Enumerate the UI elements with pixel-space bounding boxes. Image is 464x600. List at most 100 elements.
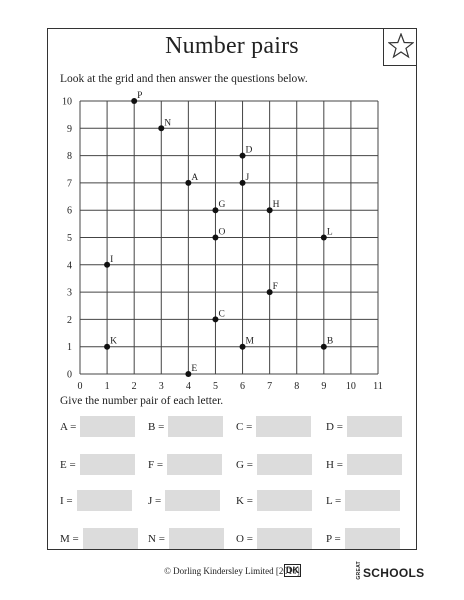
answer-box[interactable] [80, 416, 136, 437]
answer-item: H = [326, 454, 402, 475]
y-tick-label: 2 [67, 315, 72, 326]
answer-label: B = [148, 420, 165, 433]
data-point [185, 179, 192, 186]
answer-box[interactable] [256, 528, 312, 549]
answer-item: N = [148, 528, 224, 549]
answer-item: P = [326, 528, 400, 549]
data-point [104, 343, 111, 350]
point-label: I [110, 255, 113, 265]
x-tick-label: 10 [346, 381, 356, 392]
point-label: E [191, 364, 197, 374]
point-label: A [191, 173, 198, 183]
y-tick-label: 10 [62, 97, 72, 108]
data-point [131, 98, 138, 104]
answer-label: L = [326, 494, 342, 507]
x-tick-label: 0 [78, 381, 83, 392]
answer-label: I = [60, 494, 73, 507]
answer-label: G = [236, 458, 253, 471]
answer-item: B = [148, 416, 224, 437]
x-tick-label: 8 [294, 381, 299, 392]
point-label: O [218, 228, 225, 238]
point-label: M [246, 337, 255, 347]
star-box [383, 28, 417, 66]
data-point [239, 152, 246, 159]
point-label: C [218, 309, 224, 319]
answer-box[interactable] [82, 528, 138, 549]
point-label: L [327, 228, 333, 238]
answer-box[interactable] [345, 490, 401, 511]
data-point [320, 234, 327, 241]
answer-item: C = [236, 416, 312, 437]
answer-item: E = [60, 454, 135, 475]
data-point [104, 261, 111, 268]
x-tick-label: 1 [105, 381, 110, 392]
answer-label: M = [60, 532, 79, 545]
answer-box[interactable] [346, 454, 402, 475]
data-point [212, 207, 219, 214]
data-point [239, 343, 246, 350]
greatschools-logo: GREAT SCHOOLS [356, 561, 424, 580]
y-tick-label: 1 [67, 342, 72, 353]
logo-great: GREAT [356, 561, 362, 580]
answer-box[interactable] [256, 490, 312, 511]
answer-item: G = [236, 454, 312, 475]
point-label: G [218, 200, 225, 210]
answer-item: I = [60, 490, 132, 511]
point-label: B [327, 337, 333, 347]
y-tick-label: 5 [67, 233, 72, 244]
answer-box[interactable] [346, 416, 402, 437]
x-tick-label: 3 [159, 381, 164, 392]
x-tick-label: 7 [267, 381, 272, 392]
answer-box[interactable] [168, 528, 224, 549]
answer-box[interactable] [168, 416, 224, 437]
point-label: F [273, 282, 278, 292]
worksheet-frame [47, 28, 417, 550]
answer-label: C = [236, 420, 253, 433]
y-tick-label: 8 [67, 151, 72, 162]
x-tick-label: 6 [240, 381, 245, 392]
answer-box[interactable] [256, 416, 312, 437]
answer-item: L = [326, 490, 401, 511]
point-label: K [110, 337, 117, 347]
point-label: H [273, 200, 280, 210]
data-point [266, 207, 273, 214]
answer-item: K = [236, 490, 312, 511]
data-point [212, 234, 219, 241]
y-tick-label: 9 [67, 124, 72, 135]
data-point [212, 316, 219, 323]
y-tick-label: 7 [67, 178, 72, 189]
answer-box[interactable] [165, 490, 221, 511]
answer-label: N = [148, 532, 165, 545]
answer-item: M = [60, 528, 138, 549]
data-point [320, 343, 327, 350]
answer-label: F = [148, 458, 164, 471]
answer-label: O = [236, 532, 253, 545]
x-tick-label: 4 [186, 381, 191, 392]
star-icon [388, 33, 414, 59]
answer-box[interactable] [79, 454, 135, 475]
point-label: J [246, 173, 250, 183]
answer-box[interactable] [344, 528, 400, 549]
answer-label: K = [236, 494, 253, 507]
answer-item: F = [148, 454, 223, 475]
data-point [158, 125, 165, 132]
x-tick-label: 2 [132, 381, 137, 392]
data-point [185, 371, 192, 377]
point-label: N [164, 118, 171, 128]
answer-box[interactable] [167, 454, 223, 475]
answer-label: E = [60, 458, 76, 471]
answer-item: D = [326, 416, 402, 437]
question-text: Give the number pair of each letter. [60, 395, 224, 407]
point-label: D [246, 146, 253, 156]
answer-label: A = [60, 420, 77, 433]
answer-box[interactable] [256, 454, 312, 475]
answer-label: H = [326, 458, 343, 471]
instructions: Look at the grid and then answer the que… [60, 73, 308, 85]
x-tick-label: 9 [321, 381, 326, 392]
dk-logo: DK [284, 564, 301, 577]
data-point [266, 289, 273, 296]
answer-label: P = [326, 532, 341, 545]
y-tick-label: 4 [67, 260, 72, 271]
answer-box[interactable] [76, 490, 132, 511]
answer-item: A = [60, 416, 136, 437]
